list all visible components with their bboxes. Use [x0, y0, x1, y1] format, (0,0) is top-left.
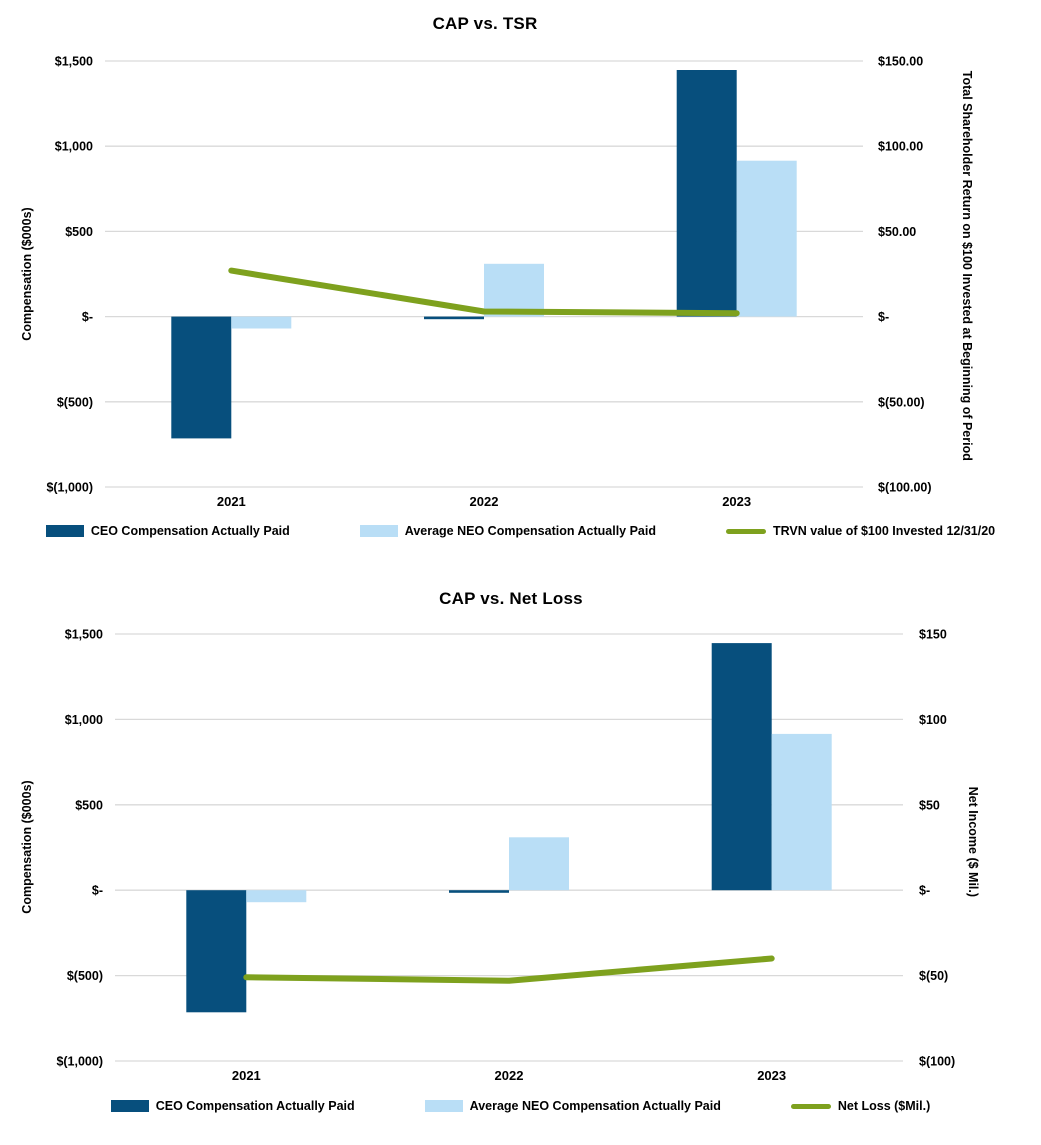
- legend-item: TRVN value of $100 Invested 12/31/20: [726, 524, 995, 538]
- category-label: 2023: [722, 494, 751, 509]
- left-axis-title: Compensation ($000s): [20, 780, 34, 914]
- category-label: 2021: [217, 494, 246, 509]
- left-axis-tick-label: $(1,000): [46, 481, 93, 495]
- right-axis-tick-label: $150: [919, 628, 947, 642]
- bar-neo_bar: [484, 263, 544, 317]
- bar-ceo_bar: [171, 316, 232, 439]
- category-label: 2022: [495, 1068, 524, 1083]
- left-axis-title: Compensation ($000s): [20, 207, 34, 341]
- plot-area: $1,500 $1,000 $500 $- $(500) $(1,000) $150.00 $…: [46, 55, 932, 510]
- left-axis-tick-label: $(500): [57, 395, 93, 409]
- chart-title: CAP vs. Net Loss: [439, 589, 583, 608]
- legend: CEO Compensation Actually Paid Average NE…: [0, 524, 1041, 538]
- right-axis-tick-label: $150.00: [878, 55, 923, 69]
- line-series: [243, 955, 775, 984]
- right-axis-title: Net Income ($ Mil.): [965, 786, 980, 898]
- legend-label: TRVN value of $100 Invested 12/31/20: [773, 524, 996, 538]
- cap-vs-net-loss-chart: CAP vs. Net Loss $1,500 $1,000 $500 $- $(500…: [0, 575, 1041, 1145]
- right-axis-tick-label: $100: [919, 713, 947, 727]
- legend-bar-swatch: [45, 525, 84, 537]
- right-axis-tick-label: $(100.00): [878, 481, 932, 495]
- legend-item: Average NEO Compensation Actually Paid: [359, 524, 656, 538]
- legend-bar-swatch: [424, 1100, 463, 1112]
- cap-vs-tsr-chart: CAP vs. TSR $1,500 $1,000 $500 $- $(500) $(1,…: [0, 0, 1041, 570]
- category-label: 2022: [470, 494, 499, 509]
- bar-neo_bar: [246, 890, 307, 903]
- right-axis-title: Total Shareholder Return on $100 Investe…: [959, 70, 974, 461]
- bar-neo_bar: [509, 837, 569, 891]
- legend-label: CEO Compensation Actually Paid: [90, 524, 290, 538]
- legend-item: CEO Compensation Actually Paid: [45, 524, 290, 538]
- left-axis-tick-label: $1,500: [65, 628, 103, 642]
- right-axis-tick-label: $-: [919, 884, 930, 898]
- category-label: 2023: [757, 1068, 786, 1083]
- right-axis-tick-label: $50.00: [878, 225, 916, 239]
- right-axis-tick-label: $-: [878, 310, 889, 324]
- right-axis-tick-label: $(50): [919, 969, 948, 983]
- bar-ceo_bar: [424, 316, 484, 320]
- left-axis-tick-label: $1,500: [55, 55, 93, 69]
- bar-neo_bar: [231, 316, 292, 329]
- left-axis-tick-label: $(1,000): [56, 1055, 103, 1069]
- bar-neo_bar: [771, 733, 832, 891]
- legend-item: CEO Compensation Actually Paid: [110, 1099, 355, 1113]
- chart-title: CAP vs. TSR: [432, 14, 538, 33]
- left-axis-tick-label: $500: [75, 798, 103, 812]
- bar-ceo_bar: [676, 70, 737, 317]
- right-axis-tick-label: $(100): [919, 1055, 955, 1069]
- left-axis-tick-label: $-: [82, 310, 93, 324]
- legend-label: Average NEO Compensation Actually Paid: [469, 1099, 721, 1113]
- category-label: 2021: [232, 1068, 261, 1083]
- plot-area: $1,500 $1,000 $500 $- $(500) $(1,000) $150 $100…: [56, 628, 955, 1084]
- legend-item: Net Loss ($Mil.): [790, 1099, 931, 1113]
- left-axis-tick-label: $1,000: [55, 140, 93, 154]
- legend-bar-swatch: [359, 525, 398, 537]
- left-axis-tick-label: $500: [65, 225, 93, 239]
- legend-label: CEO Compensation Actually Paid: [155, 1099, 355, 1113]
- legend-bar-swatch: [110, 1100, 149, 1112]
- left-axis-tick-label: $1,000: [65, 713, 103, 727]
- left-axis-tick-label: $(500): [67, 969, 103, 983]
- right-axis-tick-label: $100.00: [878, 140, 923, 154]
- legend-line-swatch: [790, 1103, 831, 1109]
- legend-line-swatch: [726, 528, 766, 534]
- bar-neo_bar: [736, 160, 797, 317]
- right-axis-tick-label: $(50.00): [878, 395, 925, 409]
- bar-ceo_bar: [711, 643, 772, 891]
- legend: CEO Compensation Actually Paid Average NE…: [0, 1099, 1041, 1113]
- line-series: [228, 267, 740, 317]
- bar-ceo_bar: [186, 890, 247, 1013]
- legend-label: Average NEO Compensation Actually Paid: [404, 524, 656, 538]
- right-axis-tick-label: $50: [919, 798, 940, 812]
- left-axis-tick-label: $-: [92, 884, 103, 898]
- legend-item: Average NEO Compensation Actually Paid: [424, 1099, 721, 1113]
- bar-ceo_bar: [449, 890, 509, 893]
- legend-label: Net Loss ($Mil.): [837, 1099, 931, 1113]
